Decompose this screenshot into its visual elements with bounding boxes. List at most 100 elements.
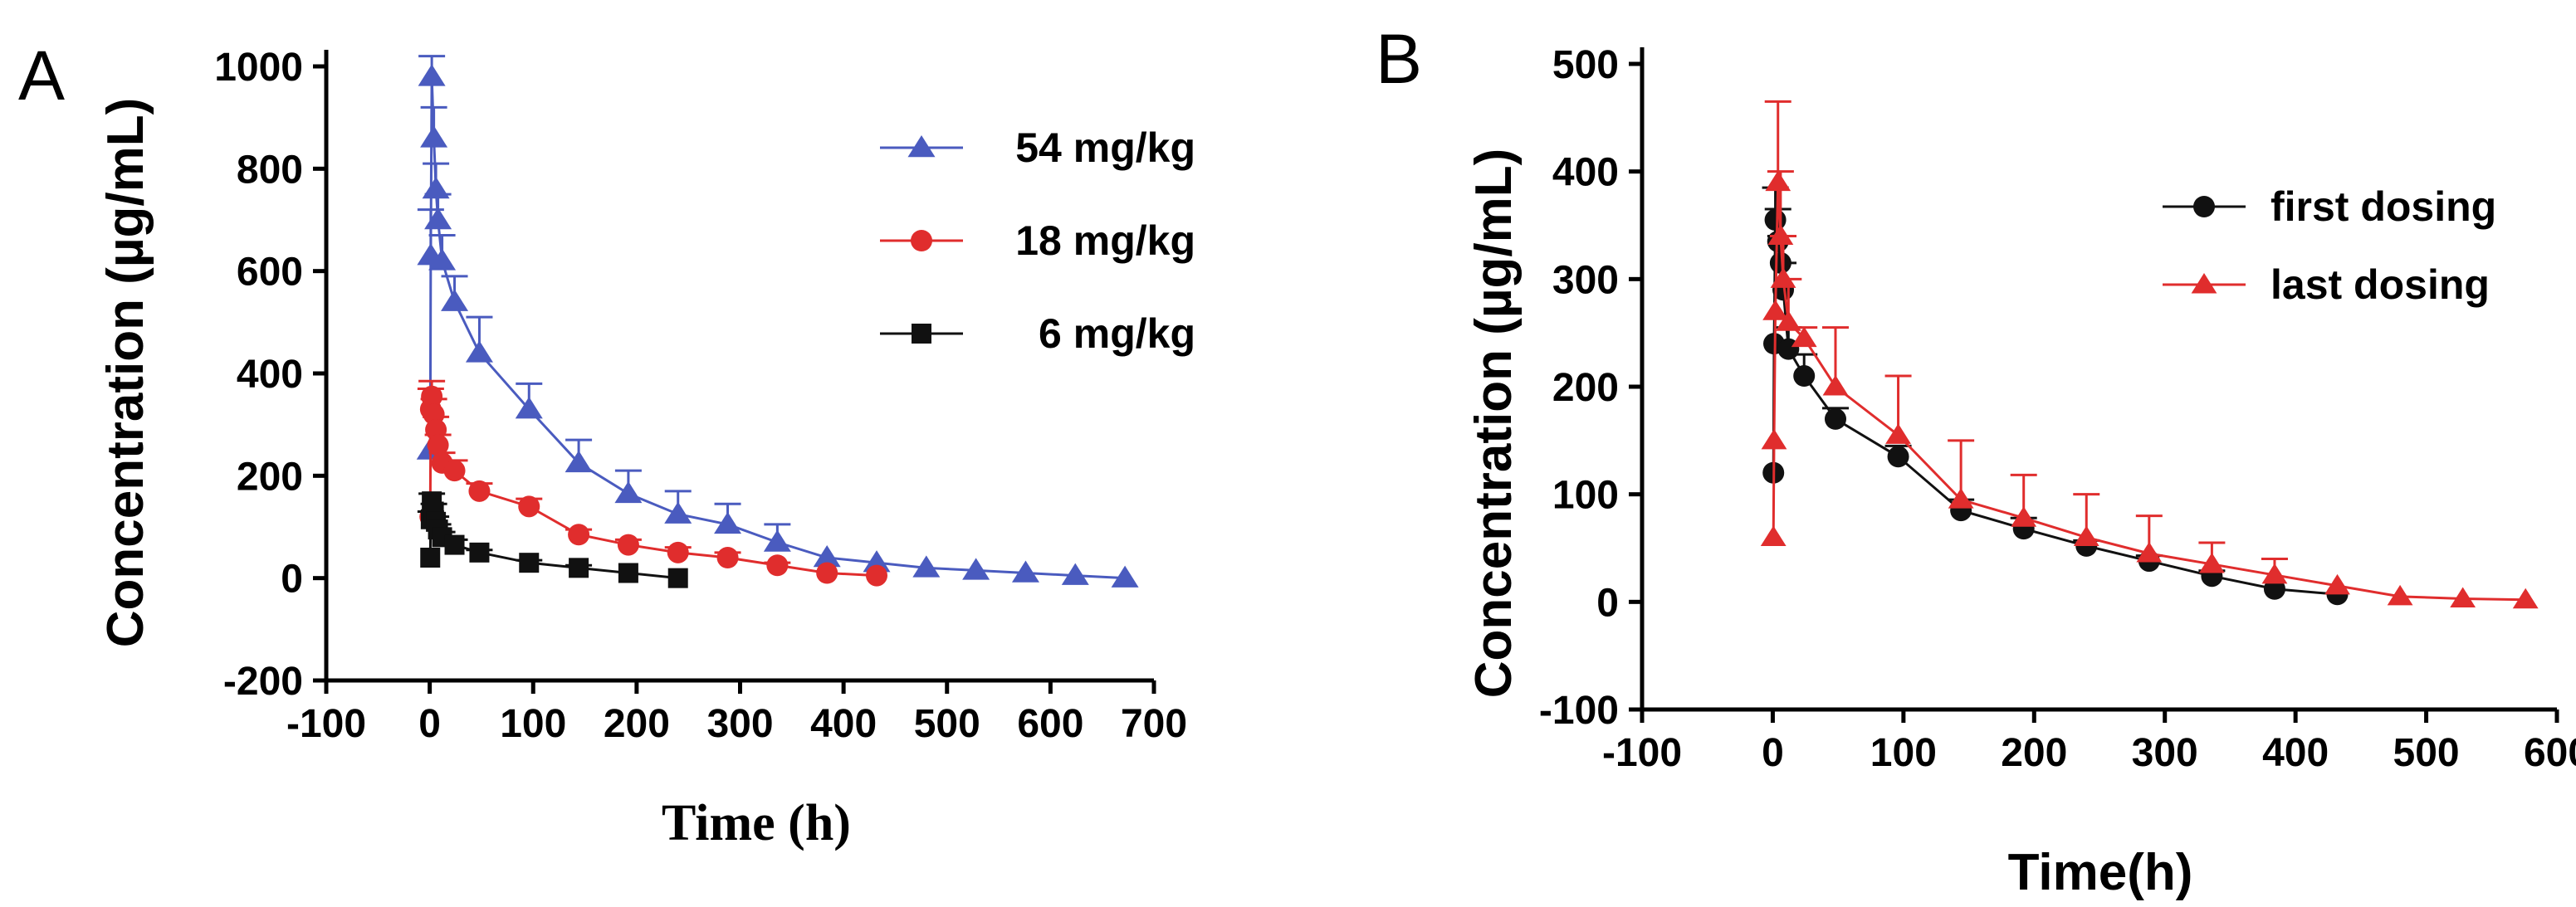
y-tick-label-b: 400: [1552, 151, 1619, 195]
x-tick-label-b: 100: [1870, 731, 1937, 775]
data-point: [1762, 300, 1788, 320]
data-point: [1887, 446, 1909, 468]
panel-a: A -200 0 200 400 600 800 1000 -100 0 100 200 300 400…: [18, 37, 1195, 851]
data-point: [568, 524, 590, 546]
x-axis-title-a: Time (h): [662, 795, 851, 851]
data-point: [1775, 310, 1801, 331]
x-tick-label-a: 600: [1017, 702, 1083, 746]
data-point: [1948, 488, 1974, 509]
data-point: [2073, 525, 2099, 547]
legend-item-a-1: 54 mg/kg: [880, 124, 1195, 171]
series-line: [1772, 182, 2526, 602]
y-tick-label-b: 200: [1552, 366, 1619, 410]
data-point: [667, 568, 688, 588]
data-point: [443, 460, 466, 482]
y-tick-label-a: -200: [223, 660, 303, 704]
data-point: [766, 554, 789, 577]
data-point: [2136, 541, 2163, 563]
panel-a-plot: -200 0 200 400 600 800 1000 -100 0 100 200 300 400 50…: [214, 46, 1187, 746]
data-point: [2450, 587, 2476, 607]
y-tick-label-b: 500: [1552, 43, 1619, 87]
data-point: [1760, 525, 1787, 547]
x-tick-label-b: 200: [2001, 731, 2067, 775]
data-point: [618, 563, 638, 583]
y-tick-label-b: 300: [1552, 258, 1619, 302]
data-point: [424, 207, 452, 230]
data-point: [1824, 407, 1846, 430]
data-point: [2011, 506, 2037, 527]
data-point: [2387, 584, 2413, 606]
x-tick-label-a: 400: [810, 702, 877, 746]
y-tick-label-a: 1000: [214, 46, 303, 90]
x-tick-label-a: 700: [1121, 702, 1187, 746]
legend-b: first dosing last dosing: [2163, 183, 2496, 308]
legend-item-b-1: first dosing: [2163, 183, 2496, 230]
x-tick-label-a: -100: [286, 702, 366, 746]
legend-label: 18 mg/kg: [1015, 217, 1195, 264]
data-point: [1822, 375, 1849, 396]
y-tick-label-b: 100: [1552, 474, 1619, 518]
data-point: [515, 397, 543, 419]
data-point: [421, 385, 443, 407]
x-tick-label-b: -100: [1602, 731, 1682, 775]
data-point: [1767, 224, 1794, 245]
legend-label: first dosing: [2270, 183, 2496, 230]
x-tick-label-a: 0: [418, 702, 441, 746]
data-point: [2324, 573, 2350, 595]
data-point: [569, 558, 589, 578]
data-point: [714, 511, 742, 534]
x-tick-label-b: 400: [2262, 731, 2329, 775]
y-axis-title-b: Concentration (µg/mL): [1465, 149, 1523, 699]
data-point: [418, 64, 446, 86]
data-point: [667, 541, 689, 563]
data-point: [617, 534, 639, 556]
x-tick-label-b: 0: [1762, 731, 1784, 775]
data-point: [614, 480, 643, 504]
legend-item-a-3: 6 mg/kg: [880, 310, 1195, 357]
data-point: [962, 558, 990, 580]
legend-item-b-2: last dosing: [2163, 261, 2490, 308]
legend-marker: [2193, 196, 2215, 217]
data-point: [1761, 428, 1787, 450]
y-tick-label-a: 400: [237, 353, 303, 397]
legend-a: 54 mg/kg 18 mg/kg 6 mg/kg: [880, 124, 1195, 357]
data-point: [1885, 423, 1911, 444]
y-tick-label-a: 0: [281, 558, 303, 602]
panel-label-b: B: [1376, 20, 1422, 98]
data-point: [912, 555, 941, 578]
x-axis-title-b: Time(h): [2008, 844, 2193, 901]
legend-marker: [2191, 273, 2217, 294]
panel-b-plot: -100 0 100 200 300 400 500 -100 0 100 200 300 400 500…: [1539, 43, 2576, 775]
x-tick-label-b: 500: [2393, 731, 2460, 775]
series-line: [1772, 219, 2338, 596]
data-point: [1793, 365, 1816, 388]
data-point: [1011, 560, 1039, 583]
data-point: [866, 564, 888, 587]
y-tick-label-a: 800: [237, 148, 303, 192]
x-tick-label-b: 600: [2524, 731, 2576, 775]
data-point: [2261, 563, 2288, 584]
y-tick-label-b: -100: [1539, 689, 1619, 733]
series-line: [428, 396, 877, 578]
x-tick-label-b: 300: [2132, 731, 2198, 775]
legend-label: last dosing: [2270, 261, 2490, 308]
x-tick-label-a: 500: [914, 702, 980, 746]
data-point: [469, 542, 490, 563]
series-line: [428, 76, 1126, 580]
data-point: [763, 529, 791, 552]
data-point: [1770, 267, 1796, 288]
series-a-3: [417, 491, 688, 588]
data-point: [465, 340, 493, 363]
data-point: [816, 562, 838, 584]
y-tick-label-a: 600: [237, 251, 303, 295]
data-point: [428, 248, 457, 271]
y-tick-label-a: 200: [237, 455, 303, 499]
data-point: [565, 450, 593, 473]
data-point: [2198, 552, 2225, 573]
data-point: [422, 177, 450, 199]
data-point: [444, 534, 465, 555]
data-point: [1111, 565, 1139, 588]
data-point: [420, 548, 441, 568]
data-point: [1764, 209, 1787, 232]
